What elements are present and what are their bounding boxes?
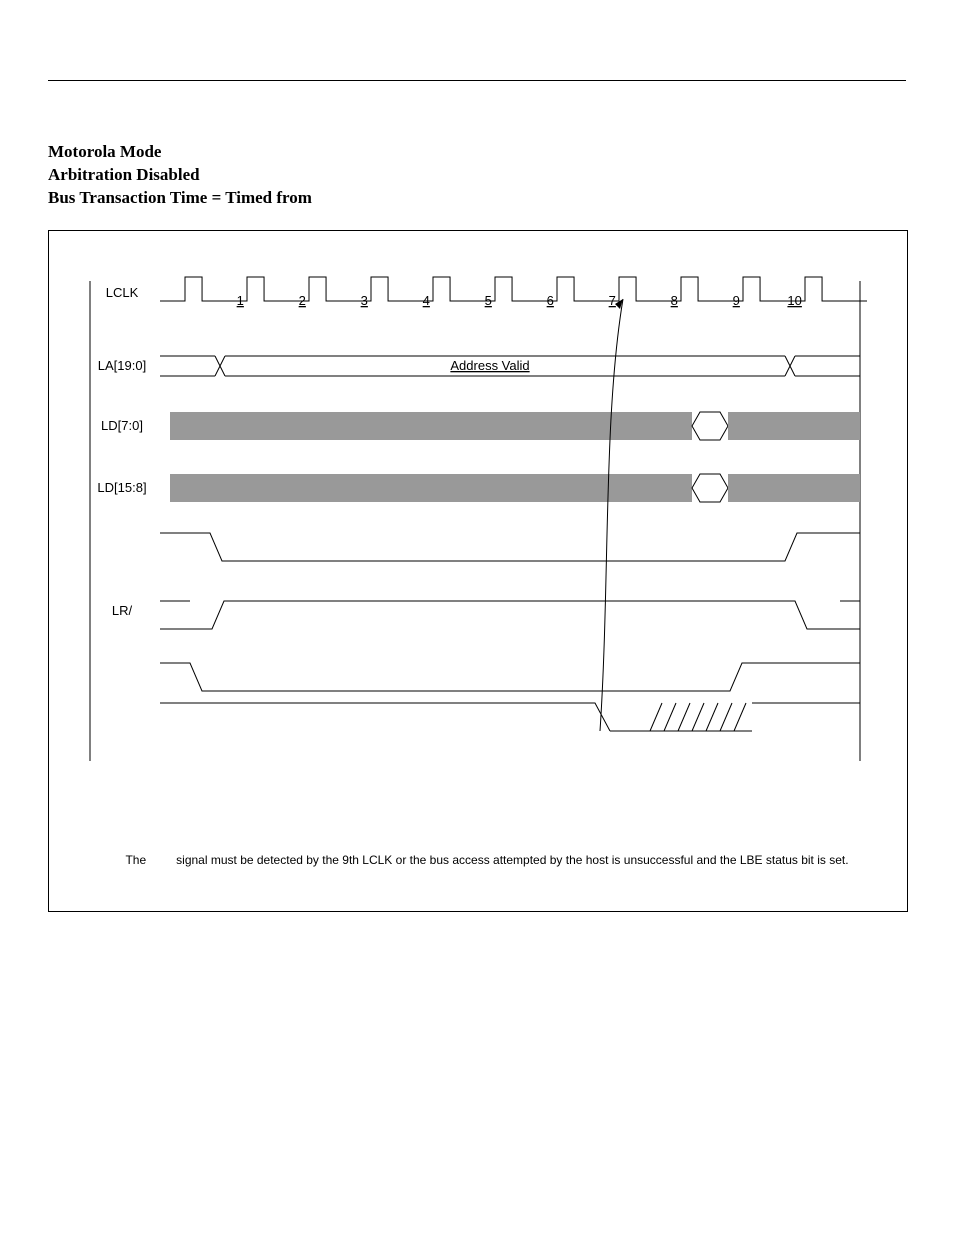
clk-tick: 3 bbox=[361, 293, 368, 308]
addr-valid-label: Address Valid bbox=[450, 358, 529, 373]
label-ld0: LD[7:0] bbox=[101, 418, 143, 433]
label-ld8: LD[15:8] bbox=[97, 480, 146, 495]
label-lclk: LCLK bbox=[106, 285, 139, 300]
top-rule bbox=[48, 80, 906, 81]
footnote-prefix: The bbox=[125, 853, 146, 867]
heading-line-3: Bus Transaction Time = Timed from bbox=[48, 187, 906, 210]
clk-tick: 6 bbox=[547, 293, 554, 308]
clk-tick: 9 bbox=[733, 293, 740, 308]
clk-tick: 8 bbox=[671, 293, 678, 308]
clk-tick: 4 bbox=[423, 293, 430, 308]
footnote: The signal must be detected by the 9th L… bbox=[89, 852, 867, 869]
clk-tick: 7 bbox=[609, 293, 616, 308]
heading-line-1: Motorola Mode bbox=[48, 141, 906, 164]
clk-tick: 2 bbox=[299, 293, 306, 308]
timing-diagram: 1 2 3 4 5 6 7 8 9 10 LCLK Address Valid LA[19:0] LD[7… bbox=[48, 230, 908, 912]
clk-tick: 10 bbox=[787, 293, 801, 308]
heading-block: Motorola Mode Arbitration Disabled Bus T… bbox=[48, 141, 906, 210]
footnote-rest: signal must be detected by the 9th LCLK … bbox=[176, 853, 848, 867]
heading-line-2: Arbitration Disabled bbox=[48, 164, 906, 187]
label-lr: LR/ bbox=[112, 603, 133, 618]
clk-tick: 1 bbox=[237, 293, 244, 308]
timing-svg: 1 2 3 4 5 6 7 8 9 10 LCLK Address Valid LA[19:0] LD[7… bbox=[49, 231, 907, 911]
clk-tick: 5 bbox=[485, 293, 492, 308]
label-la: LA[19:0] bbox=[98, 358, 146, 373]
